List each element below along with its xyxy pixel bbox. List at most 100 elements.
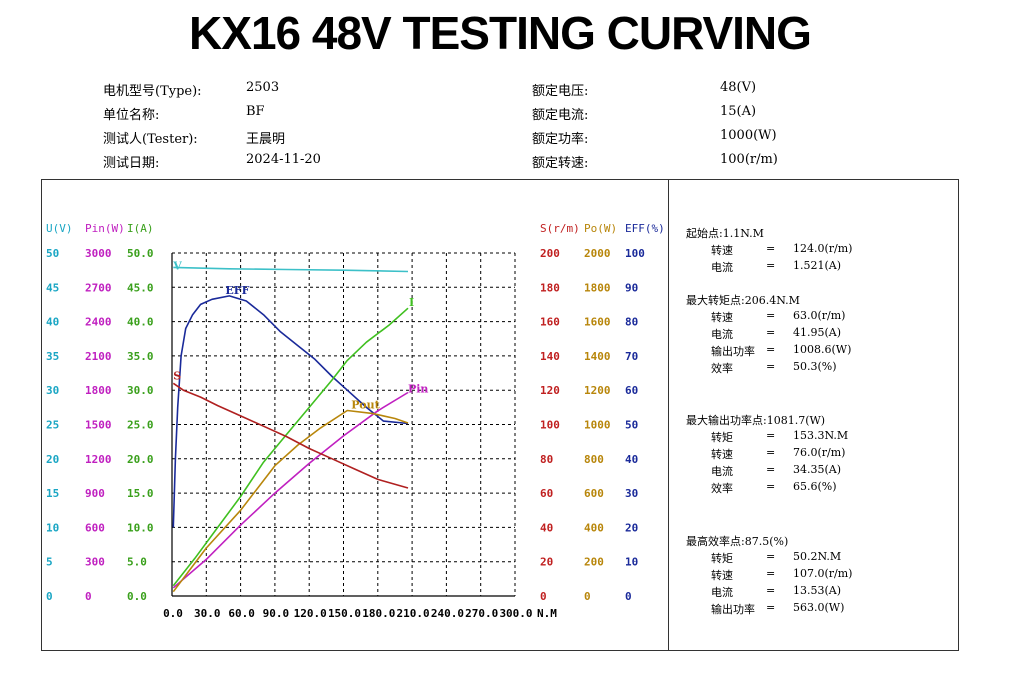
x-tick-label: 120.0 [294, 607, 327, 620]
result-equals: = [766, 242, 776, 255]
result-value: 76.0(r/m) [793, 446, 846, 459]
series-line-v [173, 266, 409, 273]
x-tick-label: 300.0 [499, 607, 532, 620]
info-label: 额定转速: [532, 156, 589, 171]
result-equals: = [766, 309, 776, 322]
chart-frame [41, 179, 959, 651]
result-row: 效率 = 50.3(%) [711, 360, 931, 375]
result-equals: = [766, 480, 776, 493]
tick-label-po: 800 [584, 453, 604, 466]
series-line-pin [172, 391, 409, 589]
tick-label-u: 5 [46, 556, 53, 569]
info-value: 王晨明 [246, 132, 286, 147]
tick-label-i: 30.0 [127, 384, 154, 397]
tick-label-s: 180 [540, 281, 560, 294]
result-equals: = [766, 343, 776, 356]
tick-label-pin: 600 [85, 521, 105, 534]
info-value: 100(r/m) [720, 152, 778, 167]
tick-label-po: 1800 [584, 281, 611, 294]
tick-label-po: 1000 [584, 419, 611, 432]
tick-label-po: 1600 [584, 316, 611, 329]
result-value: 1.521(A) [793, 259, 842, 272]
result-label: 电流 [711, 328, 733, 341]
result-label: 转速 [711, 244, 733, 257]
result-row: 转速 = 124.0(r/m) [711, 242, 931, 257]
result-label: 电流 [711, 586, 733, 599]
result-equals: = [766, 463, 776, 476]
x-axis-label: N.M [537, 607, 557, 620]
tick-label-i: 15.0 [127, 487, 154, 500]
result-value: 65.6(%) [793, 480, 837, 493]
tick-label-eff: 90 [625, 281, 638, 294]
tick-label-pin: 1800 [85, 384, 112, 397]
info-label: 单位名称: [103, 108, 160, 123]
info-label: 额定电流: [532, 108, 589, 123]
info-label: 额定功率: [532, 132, 589, 147]
x-tick-label: 210.0 [397, 607, 430, 620]
tick-label-po: 1200 [584, 384, 611, 397]
tick-label-i: 0.0 [127, 590, 147, 603]
result-equals: = [766, 567, 776, 580]
result-value: 124.0(r/m) [793, 242, 853, 255]
result-row: 转速 = 63.0(r/m) [711, 309, 931, 324]
series-label-i: I [409, 296, 414, 309]
tick-label-pin: 1500 [85, 419, 112, 432]
tick-label-s: 40 [540, 521, 553, 534]
tick-label-pin: 2400 [85, 316, 112, 329]
result-equals: = [766, 601, 776, 614]
x-tick-label: 60.0 [228, 607, 255, 620]
tick-label-u: 40 [46, 316, 59, 329]
result-row: 转速 = 107.0(r/m) [711, 567, 931, 582]
result-label: 电流 [711, 261, 733, 274]
result-row: 电流 = 13.53(A) [711, 584, 931, 599]
result-row: 输出功率 = 1008.6(W) [711, 343, 931, 358]
result-equals: = [766, 550, 776, 563]
result-label: 转矩 [711, 431, 733, 444]
tick-label-s: 20 [540, 556, 553, 569]
result-row: 转矩 = 50.2N.M [711, 550, 931, 565]
axis-label-s: S(r/m) [540, 222, 580, 235]
tick-label-pin: 2100 [85, 350, 112, 363]
result-group-header: 最大转矩点:206.4N.M [686, 294, 800, 307]
result-equals: = [766, 446, 776, 459]
tick-label-s: 60 [540, 487, 553, 500]
result-label: 转速 [711, 448, 733, 461]
series-label-eff: EFF [225, 284, 249, 297]
tick-label-s: 0 [540, 590, 547, 603]
x-tick-label: 0.0 [163, 607, 183, 620]
tick-label-eff: 10 [625, 556, 638, 569]
tick-label-eff: 30 [625, 487, 638, 500]
tick-label-po: 600 [584, 487, 604, 500]
tick-label-s: 100 [540, 419, 560, 432]
tick-label-i: 50.0 [127, 247, 154, 260]
result-value: 41.95(A) [793, 326, 842, 339]
result-label: 转矩 [711, 552, 733, 565]
tick-label-i: 45.0 [127, 281, 154, 294]
result-value: 50.3(%) [793, 360, 837, 373]
result-equals: = [766, 360, 776, 373]
tick-label-i: 40.0 [127, 316, 154, 329]
grid [172, 252, 516, 596]
tick-label-po: 0 [584, 590, 591, 603]
tick-label-u: 45 [46, 281, 59, 294]
tick-label-po: 1400 [584, 350, 611, 363]
result-value: 63.0(r/m) [793, 309, 846, 322]
info-value: 48(V) [720, 80, 757, 95]
tick-label-i: 35.0 [127, 350, 154, 363]
axis-label-po: Po(W) [584, 222, 617, 235]
result-label: 转速 [711, 569, 733, 582]
tick-label-i: 5.0 [127, 556, 147, 569]
tick-label-s: 120 [540, 384, 560, 397]
result-group-header: 起始点:1.1N.M [686, 227, 764, 240]
tick-label-pin: 900 [85, 487, 105, 500]
axis-label-u: U(V) [46, 222, 73, 235]
info-label: 测试人(Tester): [103, 132, 198, 147]
tick-label-eff: 0 [625, 590, 632, 603]
result-value: 107.0(r/m) [793, 567, 853, 580]
result-equals: = [766, 429, 776, 442]
result-row: 输出功率 = 563.0(W) [711, 601, 931, 616]
tick-label-i: 25.0 [127, 419, 154, 432]
x-tick-label: 90.0 [263, 607, 290, 620]
tick-label-u: 30 [46, 384, 59, 397]
